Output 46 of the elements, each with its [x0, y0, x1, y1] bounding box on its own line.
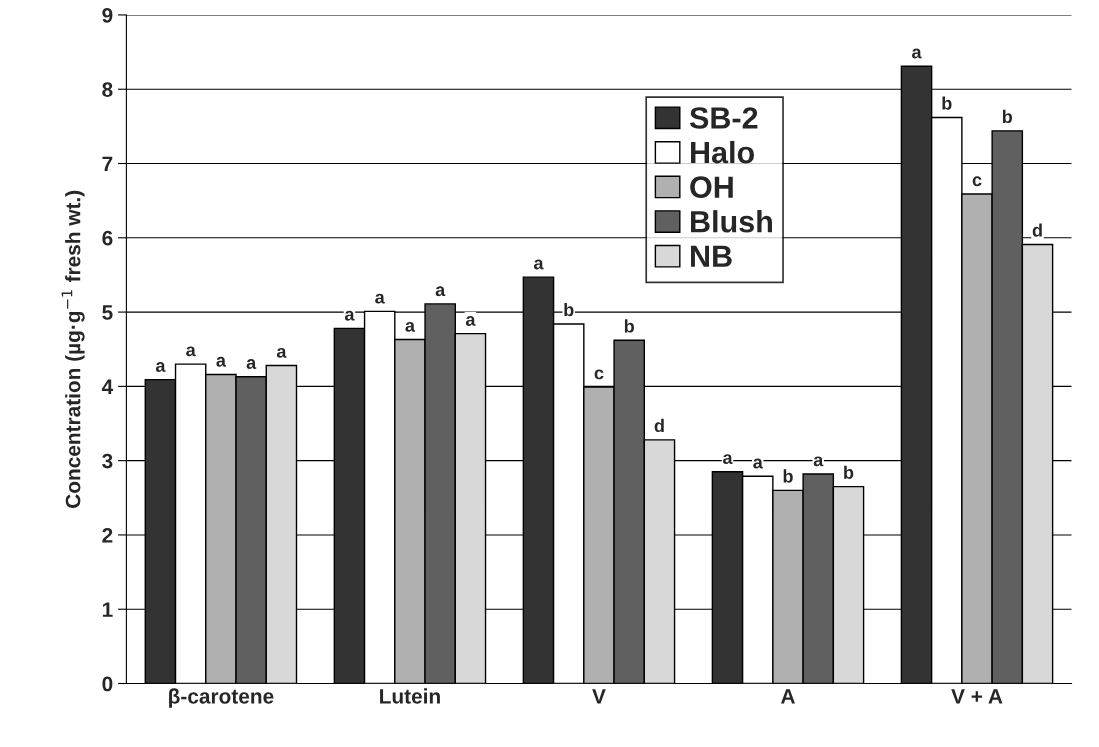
data-label: a [912, 48, 922, 59]
y-tick-label: 0 [102, 676, 113, 692]
x-tick-label: β-carotene [169, 688, 274, 708]
data-label: a [216, 356, 227, 367]
y-tick-label: 8 [102, 82, 113, 97]
data-label: a [753, 458, 763, 469]
y-tick-label: 5 [102, 305, 113, 320]
data-label: b [783, 469, 793, 483]
y-tick-label: 6 [102, 230, 113, 246]
data-label: a [155, 362, 166, 372]
data-label: c [594, 369, 604, 380]
data-label: a [723, 454, 733, 465]
data-label: a [813, 456, 824, 467]
data-label: a [276, 347, 287, 358]
data-label: a [344, 310, 355, 321]
data-label: b [564, 302, 574, 317]
y-axis-title: Concentration (µg·g$^{−1}$ fresh wt.) [61, 190, 85, 508]
legend-label: SB-2 [689, 107, 758, 129]
x-tick-label: Lutein [380, 688, 440, 704]
x-tick-label: A [780, 689, 795, 704]
y-tick-label: 2 [102, 527, 113, 543]
x-tick-label: V [592, 689, 606, 704]
data-label: b [942, 96, 952, 110]
x-tick-label: V + A [951, 689, 1003, 704]
data-label: b [844, 465, 854, 479]
legend-label: Blush [691, 210, 772, 233]
data-label: b [624, 319, 634, 333]
y-tick-label: 7 [102, 156, 113, 172]
data-label: a [375, 293, 385, 304]
data-label: d [1032, 223, 1042, 237]
data-label: a [405, 321, 416, 332]
data-label: d [654, 418, 664, 433]
data-label: a [435, 286, 446, 297]
legend-label: Halo [691, 140, 755, 164]
y-tick-label: 9 [102, 7, 113, 23]
legend-label: NB [691, 245, 732, 267]
data-label: c [972, 176, 982, 187]
data-label: a [186, 346, 196, 357]
data-label: a [246, 359, 257, 369]
data-label: b [1002, 109, 1013, 124]
y-tick-label: 1 [102, 602, 113, 617]
legend-label: OH [690, 176, 733, 198]
data-label: a [533, 259, 544, 270]
y-tick-label: 3 [102, 453, 113, 469]
y-tick-label: 4 [101, 379, 114, 394]
data-label: a [465, 315, 476, 326]
